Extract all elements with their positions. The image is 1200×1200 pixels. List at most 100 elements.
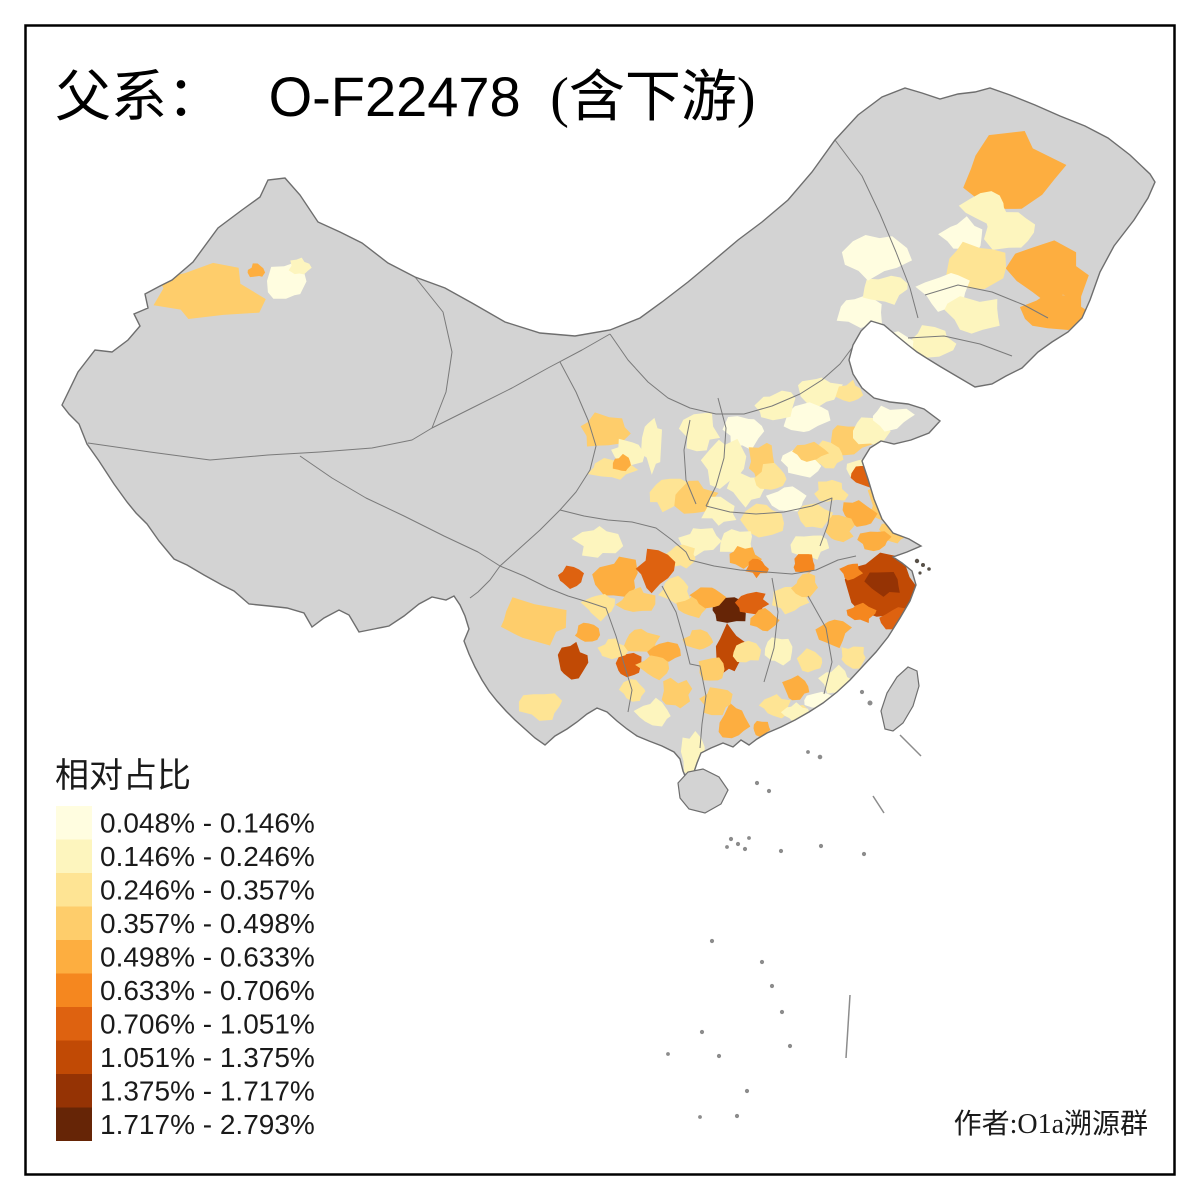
prefecture-patch (557, 641, 589, 680)
prefecture-patch (764, 637, 793, 666)
legend-swatch (56, 1040, 92, 1074)
legend-class-label: 1.375% - 1.717% (100, 1076, 315, 1107)
prefecture-patch (640, 417, 662, 475)
prefecture-patch (754, 462, 787, 490)
prefecture-patch (661, 677, 693, 709)
prefecture-patch (814, 479, 849, 502)
prefecture-patch (612, 453, 631, 472)
prefecture-patch (1019, 295, 1096, 330)
prefecture-patch (796, 648, 823, 673)
prefecture-patch (753, 720, 771, 738)
legend-class-label: 0.146% - 0.246% (100, 841, 315, 872)
prefecture-patch (615, 587, 656, 612)
prefecture-patch (649, 478, 689, 513)
legend-swatch (56, 806, 92, 840)
prefecture-patch (633, 697, 671, 727)
prefecture-patch (815, 619, 852, 649)
prefecture-patch (902, 325, 957, 358)
legend: 0.048% - 0.146%0.146% - 0.246%0.246% - 0… (56, 806, 315, 1141)
legend-swatch (56, 873, 92, 907)
prefecture-patch (750, 608, 780, 632)
prefecture-patch (740, 503, 784, 538)
prefecture-patch (984, 212, 1036, 250)
prefecture-patch (518, 693, 563, 721)
prefecture-patch (571, 526, 624, 558)
legend-class-label: 0.498% - 0.633% (100, 942, 315, 973)
prefecture-patch (580, 594, 616, 622)
prefecture-patch (288, 257, 312, 275)
prefecture-patch (963, 131, 1067, 209)
prefecture-patch (574, 622, 601, 642)
prefecture-patch (793, 554, 815, 573)
prefecture-patch (635, 548, 676, 594)
legend-swatch (56, 839, 92, 873)
prefecture-patch (698, 657, 725, 681)
prefecture-patch (558, 565, 584, 589)
prefecture-patch (841, 646, 866, 669)
prefecture-patch (857, 531, 892, 552)
taiwan-island (880, 666, 920, 732)
prefecture-patch (247, 263, 266, 278)
legend-class-label: 0.048% - 0.146% (100, 808, 315, 839)
prefecture-patch (745, 558, 769, 579)
prefecture-patch (862, 275, 908, 305)
prefecture-patch (835, 379, 864, 402)
legend-title: 相对占比 (55, 757, 191, 795)
prefecture-patch (790, 573, 818, 598)
hainan-island (677, 768, 729, 814)
prefecture-patch (792, 441, 830, 462)
legend-class-label: 0.246% - 0.357% (100, 875, 315, 906)
title-haplogroup-code: O-F22478 (269, 65, 521, 128)
prefecture-patch (825, 515, 855, 543)
prefecture-patch (732, 640, 762, 663)
legend-class-label: 0.706% - 1.051% (100, 1009, 315, 1040)
prefecture-patch (846, 602, 877, 623)
prefecture-patch (658, 575, 691, 605)
prefecture-patch (798, 377, 843, 407)
legend-class-label: 1.717% - 2.793% (100, 1109, 315, 1140)
prefecture-patch (754, 390, 796, 421)
prefecture-patch (944, 296, 1000, 334)
prefecture-patch (699, 687, 733, 716)
prefecture-patch (864, 572, 900, 597)
legend-swatch (56, 1107, 92, 1141)
zhoushan-islands (914, 558, 931, 575)
prefecture-patch (872, 405, 915, 432)
legend-class-label: 0.633% - 0.706% (100, 975, 315, 1006)
prefecture-patch (701, 496, 737, 526)
prefecture-patch (153, 262, 266, 319)
title-prefix: 父系： (55, 67, 223, 129)
prefecture-patch (839, 563, 864, 581)
prefecture-patch (597, 638, 628, 660)
prefecture-patch (719, 529, 752, 552)
legend-swatch (56, 940, 92, 974)
prefecture-patch (783, 402, 831, 432)
prefecture-patch (718, 702, 751, 739)
prefecture-patch (830, 425, 873, 456)
legend-class-label: 0.357% - 0.498% (100, 908, 315, 939)
choropleth-patches (153, 131, 1096, 775)
prefecture-patch (765, 486, 807, 512)
attribution: 作者:O1a溯源群 (954, 1108, 1148, 1140)
province-borders (87, 139, 1049, 749)
prefecture-patch (635, 655, 670, 681)
title-suffix: (含下游) (550, 67, 755, 129)
prefecture-patch (841, 235, 912, 281)
figure-frame (24, 24, 1176, 1176)
prefecture-patch (1005, 240, 1089, 305)
prefecture-patch (734, 591, 770, 615)
prefecture-patch (682, 629, 714, 650)
map-title: 父系： O-F22478 (含下游) (55, 65, 756, 129)
legend-swatch (56, 973, 92, 1007)
prefecture-patch (689, 587, 727, 609)
prefecture-patch (836, 295, 883, 329)
prefecture-patch (782, 675, 810, 701)
small-islands (666, 689, 922, 1119)
legend-swatch (56, 1074, 92, 1108)
prefecture-patch (500, 597, 567, 646)
legend-swatch (56, 1007, 92, 1041)
prefecture-patch (623, 628, 661, 652)
legend-swatch (56, 906, 92, 940)
